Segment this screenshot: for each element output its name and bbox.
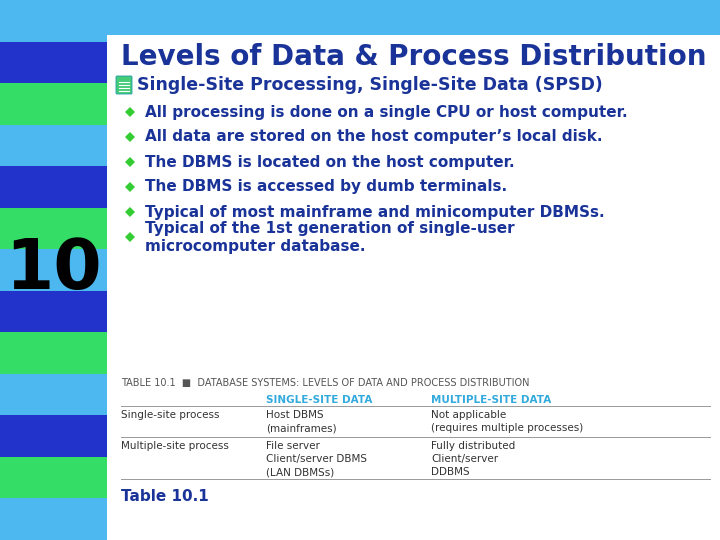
Polygon shape (125, 157, 135, 167)
Text: TABLE 10.1  ■  DATABASE SYSTEMS: LEVELS OF DATA AND PROCESS DISTRIBUTION: TABLE 10.1 ■ DATABASE SYSTEMS: LEVELS OF… (121, 378, 529, 388)
Polygon shape (125, 232, 135, 242)
Bar (0, 249, 107, 291)
Bar (0, 42, 107, 83)
Text: MULTIPLE-SITE DATA: MULTIPLE-SITE DATA (431, 395, 552, 405)
Text: The DBMS is located on the host computer.: The DBMS is located on the host computer… (145, 154, 515, 170)
Polygon shape (125, 132, 135, 142)
Text: Not applicable
(requires multiple processes): Not applicable (requires multiple proces… (431, 410, 583, 433)
Bar (0, 291, 107, 332)
Bar (0, 208, 107, 249)
Text: Single-Site Processing, Single-Site Data (SPSD): Single-Site Processing, Single-Site Data… (137, 76, 603, 94)
Text: File server
Client/server DBMS
(LAN DBMSs): File server Client/server DBMS (LAN DBMS… (266, 441, 367, 477)
Bar (0, 332, 107, 374)
Bar (0, 166, 107, 208)
Polygon shape (125, 207, 135, 217)
Text: Host DBMS
(mainframes): Host DBMS (mainframes) (266, 410, 337, 433)
Text: Multiple-site process: Multiple-site process (121, 441, 229, 451)
Text: Typical of most mainframe and minicomputer DBMSs.: Typical of most mainframe and minicomput… (145, 205, 605, 219)
Bar (0, 374, 107, 415)
Text: Single-site process: Single-site process (121, 410, 220, 420)
Bar (0, 0, 720, 35)
Bar (0, 83, 107, 125)
Text: SINGLE-SITE DATA: SINGLE-SITE DATA (266, 395, 372, 405)
Text: All data are stored on the host computer’s local disk.: All data are stored on the host computer… (145, 130, 603, 145)
FancyBboxPatch shape (116, 76, 132, 94)
Bar (0, 457, 107, 498)
Text: The DBMS is accessed by dumb terminals.: The DBMS is accessed by dumb terminals. (145, 179, 507, 194)
Bar (0, 0, 107, 42)
Text: Table 10.1: Table 10.1 (121, 489, 209, 504)
Bar (107, 35, 720, 540)
Bar (0, 125, 107, 166)
Bar (0, 415, 107, 457)
Text: All processing is done on a single CPU or host computer.: All processing is done on a single CPU o… (145, 105, 628, 119)
Polygon shape (125, 182, 135, 192)
Text: 10: 10 (5, 237, 102, 303)
Text: Fully distributed
Client/server
DDBMS: Fully distributed Client/server DDBMS (431, 441, 516, 477)
Text: Levels of Data & Process Distribution: Levels of Data & Process Distribution (121, 43, 706, 71)
Text: Typical of the 1st generation of single-user
microcomputer database.: Typical of the 1st generation of single-… (145, 220, 515, 253)
Polygon shape (125, 107, 135, 117)
Bar (0, 498, 107, 540)
